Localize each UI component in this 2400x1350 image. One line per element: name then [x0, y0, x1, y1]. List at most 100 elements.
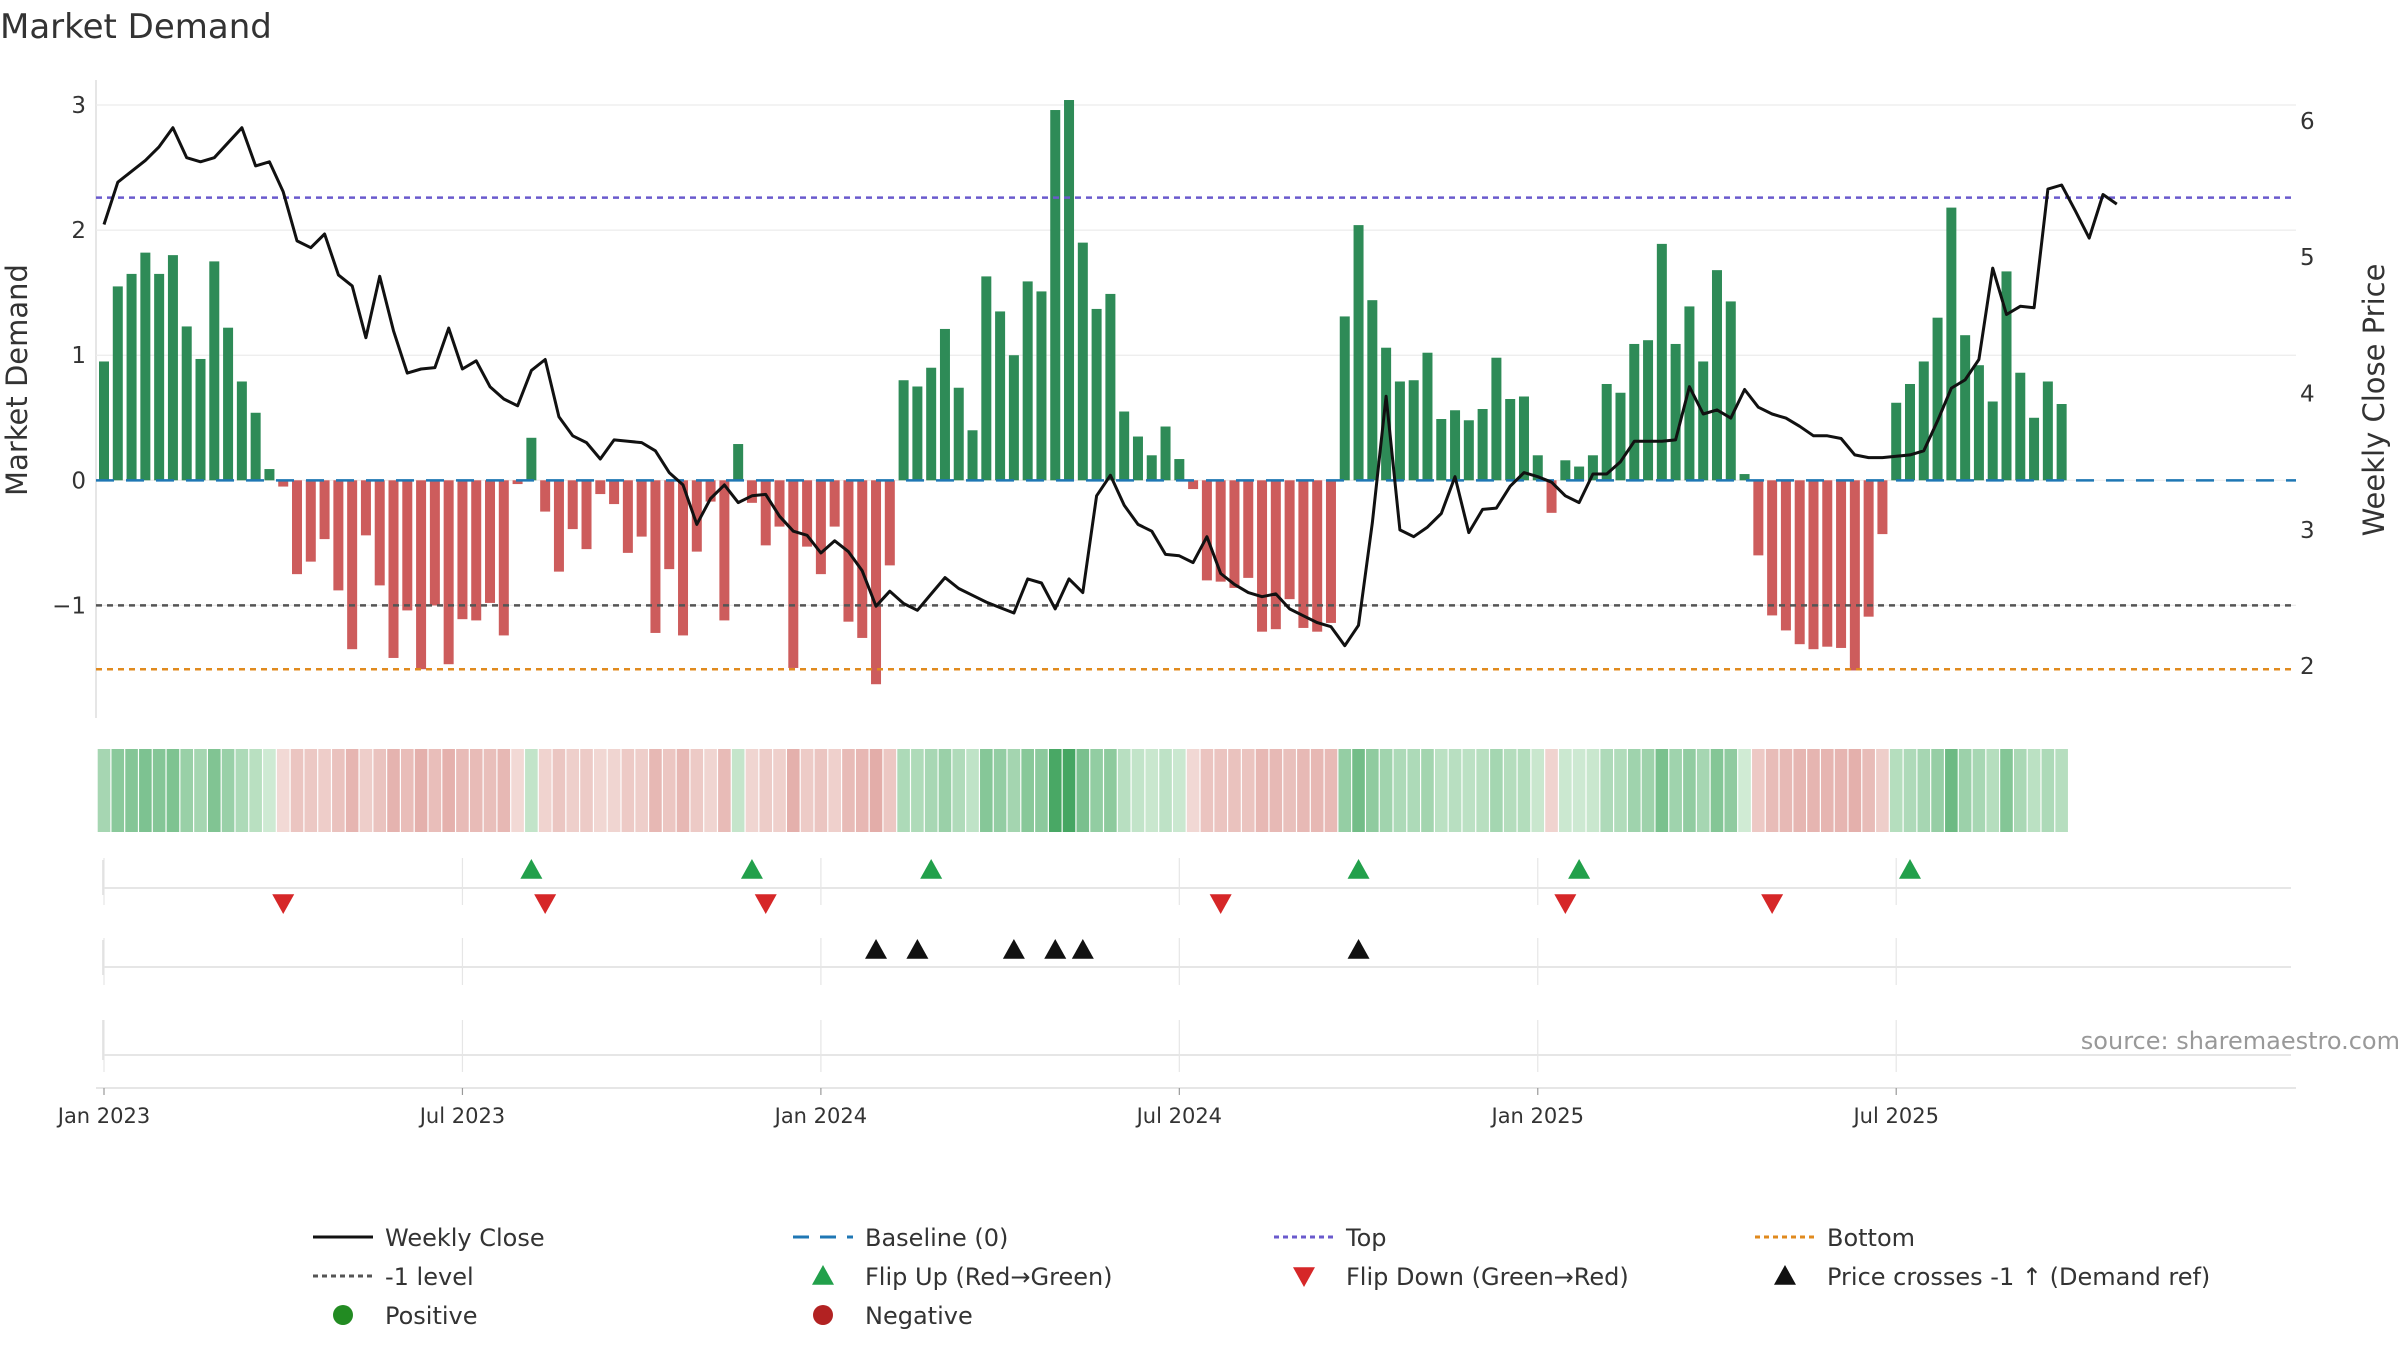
demand-bar	[250, 412, 261, 481]
heat-cell	[166, 749, 180, 832]
demand-bar	[1808, 480, 1819, 650]
reference-lines	[96, 196, 2296, 671]
demand-bar	[953, 387, 964, 481]
demand-bar	[1904, 383, 1915, 481]
demand-bar	[154, 273, 165, 481]
heat-cell	[2013, 749, 2027, 832]
demand-bar	[1339, 316, 1350, 481]
heat-cell	[1724, 749, 1738, 832]
heat-cell	[1738, 749, 1751, 832]
demand-bar	[264, 469, 275, 481]
heat-cell	[1255, 749, 1269, 832]
heat-cell	[345, 749, 359, 832]
demand-bar	[1946, 207, 1957, 481]
heat-cell	[869, 749, 883, 832]
heat-cell	[966, 749, 979, 832]
heat-cell	[1200, 749, 1214, 832]
demand-bar	[857, 480, 868, 638]
x-tick-label: Jul 2023	[418, 1104, 505, 1128]
heat-cell	[456, 749, 469, 832]
demand-bar	[1491, 357, 1502, 481]
flip-up-marker	[1568, 859, 1591, 879]
demand-bar	[1325, 480, 1336, 623]
demand-bar	[567, 480, 578, 530]
heat-cell	[290, 749, 304, 832]
heat-cell	[373, 749, 387, 832]
heat-cell	[428, 749, 442, 832]
demand-bar	[1146, 455, 1157, 481]
heat-cell	[1062, 749, 1076, 832]
demand-bar	[939, 328, 950, 481]
heat-cell	[1503, 749, 1517, 832]
heat-cell	[525, 749, 538, 832]
legend-key-flip-down	[1293, 1267, 1315, 1287]
heat-cell	[1945, 749, 1958, 832]
heat-cell	[1021, 749, 1034, 832]
demand-bar	[209, 261, 220, 481]
demand-bar	[1298, 480, 1309, 628]
demand-bar	[1725, 301, 1736, 481]
source-note: source: sharemaestro.com	[2081, 1027, 2400, 1055]
demand-bar	[1615, 392, 1626, 481]
heat-cell	[2055, 749, 2068, 832]
heat-cell	[1324, 749, 1338, 832]
demand-bar	[581, 480, 592, 550]
x-tick-label: Jul 2025	[1851, 1104, 1938, 1128]
heat-cell	[1159, 749, 1172, 832]
legend-label: Bottom	[1827, 1224, 1915, 1252]
demand-bar	[1767, 480, 1778, 616]
demand-bar	[719, 480, 730, 621]
flip-down-marker	[534, 894, 557, 914]
legend-key-flip-up	[812, 1265, 834, 1285]
demand-bar	[1257, 480, 1268, 632]
demand-bar	[691, 480, 702, 552]
legend-label: Baseline (0)	[865, 1224, 1008, 1252]
demand-bar	[1477, 409, 1488, 481]
heat-cell	[800, 749, 814, 832]
flip-down-marker	[754, 894, 777, 914]
demand-bar	[333, 480, 344, 591]
heat-cell	[304, 749, 318, 832]
heat-cell	[855, 749, 869, 832]
demand-bar	[540, 480, 551, 512]
heat-cell	[1338, 749, 1352, 832]
demand-bar	[622, 480, 633, 553]
demand-bar	[1891, 402, 1902, 481]
heat-cell	[1765, 749, 1779, 832]
demand-bar	[595, 480, 606, 495]
heat-cell	[938, 749, 952, 832]
right-y-ticks: 6 5 4 3 2	[2300, 109, 2315, 680]
heat-cell	[883, 749, 897, 832]
demand-bar	[871, 480, 882, 685]
demand-bar	[1987, 401, 1998, 481]
demand-heat-strip	[97, 749, 2068, 832]
heat-cell	[1283, 749, 1296, 832]
heat-cell	[2027, 749, 2041, 832]
heat-cell	[400, 749, 414, 832]
demand-bar	[1574, 466, 1585, 481]
heat-cell	[1173, 749, 1186, 832]
heat-cell	[1448, 749, 1462, 832]
demand-bar	[1643, 340, 1654, 481]
heat-cell	[1104, 749, 1117, 832]
demand-bar	[967, 430, 978, 481]
demand-bar	[788, 480, 799, 668]
demand-bar	[126, 273, 137, 481]
heat-cell	[1807, 749, 1820, 832]
demand-bars	[99, 100, 2067, 685]
demand-bar	[636, 480, 647, 537]
demand-bar	[443, 480, 454, 665]
heat-cell	[1876, 749, 1889, 832]
legend-label: Positive	[385, 1302, 478, 1330]
heat-cell	[1366, 749, 1379, 832]
heat-cell	[318, 749, 331, 832]
heat-cell	[483, 749, 497, 832]
heat-cell	[1986, 749, 2000, 832]
demand-bar	[1008, 355, 1019, 481]
heat-cell	[125, 749, 138, 832]
heat-cell	[1793, 749, 1807, 832]
demand-bar	[815, 480, 826, 575]
x-tick-label: Jan 2025	[1490, 1104, 1585, 1128]
heat-cell	[607, 749, 621, 832]
demand-bar	[1064, 100, 1075, 481]
